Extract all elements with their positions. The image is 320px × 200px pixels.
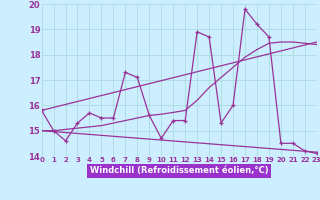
- X-axis label: Windchill (Refroidissement éolien,°C): Windchill (Refroidissement éolien,°C): [90, 166, 268, 175]
